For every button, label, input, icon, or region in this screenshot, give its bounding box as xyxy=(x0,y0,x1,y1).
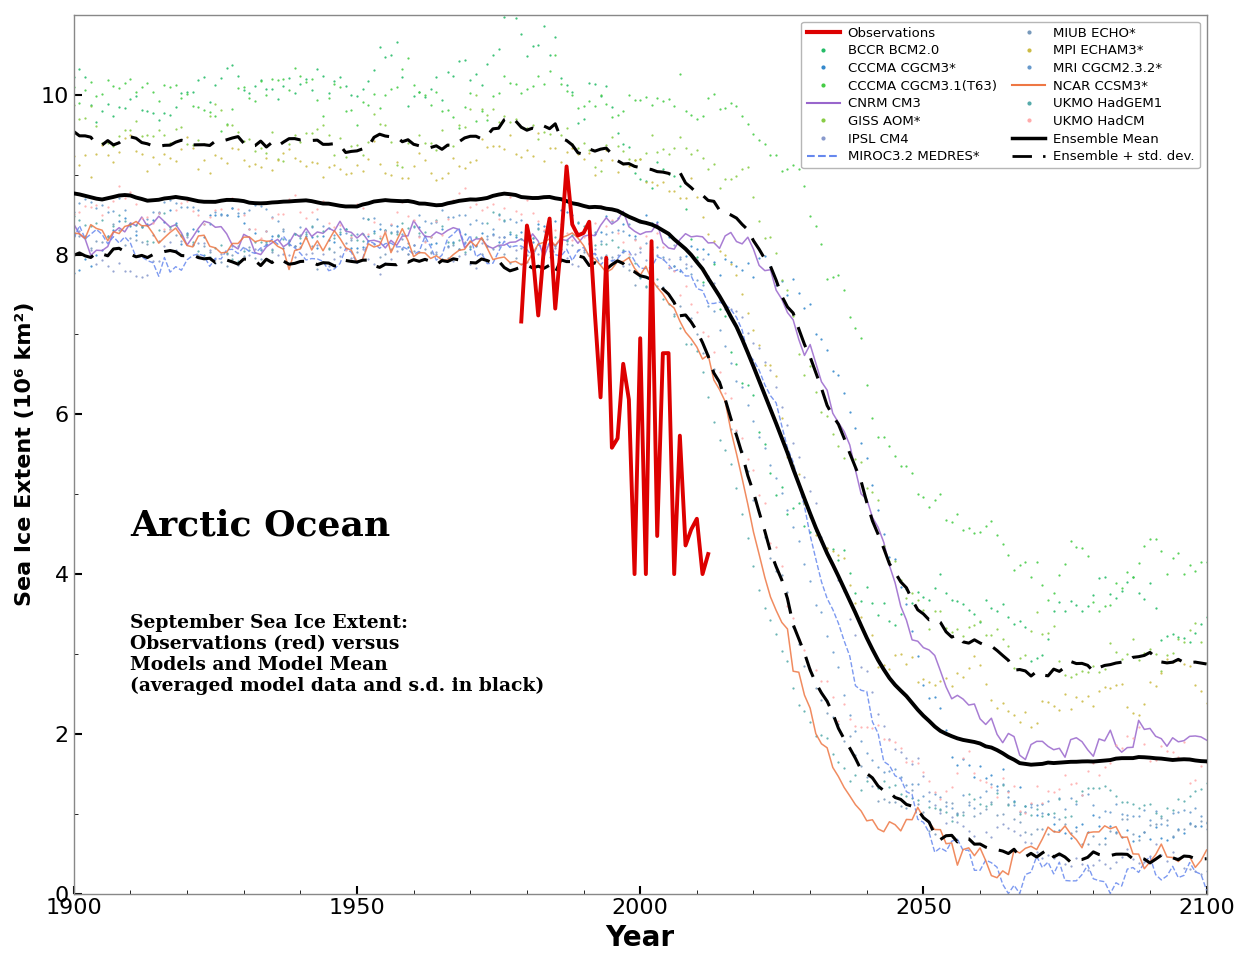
X-axis label: Year: Year xyxy=(606,924,675,952)
Legend: Observations, BCCR BCM2.0, CCCMA CGCM3*, CCCMA CGCM3.1(T63), CNRM CM3, GISS AOM*: Observations, BCCR BCM2.0, CCCMA CGCM3*,… xyxy=(801,21,1200,168)
Y-axis label: Sea Ice Extent (10⁶ km²): Sea Ice Extent (10⁶ km²) xyxy=(15,302,35,606)
Text: September Sea Ice Extent:
Observations (red) versus
Models and Model Mean
(avera: September Sea Ice Extent: Observations (… xyxy=(130,614,545,694)
Text: Arctic Ocean: Arctic Ocean xyxy=(130,508,391,542)
